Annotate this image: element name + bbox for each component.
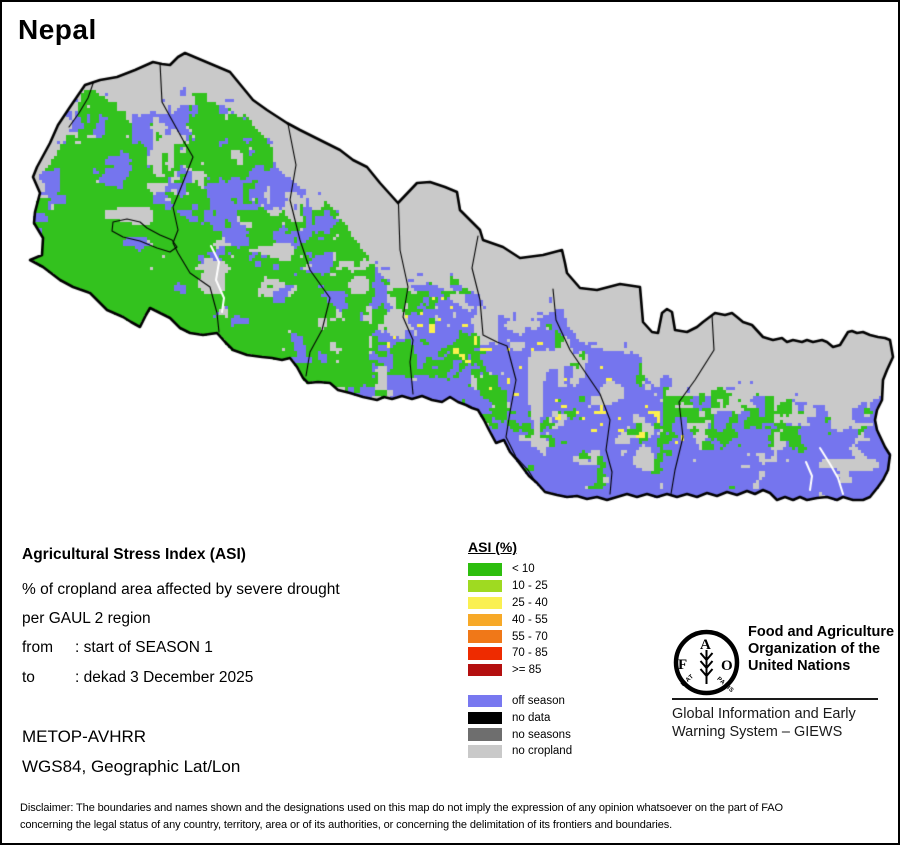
legend-row: >= 85 [468, 662, 572, 679]
from-label: from [22, 639, 53, 656]
legend-label: 25 - 40 [512, 596, 548, 609]
legend-label: 55 - 70 [512, 630, 548, 643]
legend-class-list: < 10 10 - 25 25 - 40 40 - 55 55 - 70 70 - 85 >… [468, 561, 572, 679]
wheat-ear-icon [699, 650, 714, 684]
legend-swatch [468, 596, 502, 610]
svg-text:A: A [700, 637, 711, 653]
legend-swatch [468, 694, 502, 708]
legend-row: 55 - 70 [468, 628, 572, 645]
legend-row: 10 - 25 [468, 578, 572, 595]
legend-row: < 10 [468, 561, 572, 578]
from-value: : start of SEASON 1 [75, 639, 213, 656]
legend-row: no data [468, 709, 572, 726]
legend-label: 10 - 25 [512, 580, 548, 593]
legend-title: ASI (%) [468, 539, 517, 555]
asi-legend: ASI (%) < 10 10 - 25 25 - 40 40 - 55 55 - 70… [468, 539, 572, 760]
legend-label: >= 85 [512, 664, 542, 677]
legend-label: 70 - 85 [512, 647, 548, 660]
svg-text:O: O [721, 658, 733, 674]
legend-swatch [468, 647, 502, 660]
legend-swatch [468, 630, 502, 643]
page-title: Nepal [18, 14, 97, 45]
legend-row: no cropland [468, 743, 572, 760]
to-value: : dekad 3 December 2025 [75, 669, 254, 686]
nepal-asi-map [0, 0, 900, 540]
legend-row: no seasons [468, 726, 572, 743]
legend-swatch [468, 579, 502, 593]
legend-row: off season [468, 693, 572, 710]
to-label: to [22, 669, 35, 686]
legend-label: 40 - 55 [512, 613, 548, 626]
svg-text:F: F [678, 657, 687, 673]
legend-label: no cropland [512, 745, 573, 758]
legend-label: off season [512, 694, 565, 707]
period-to-line: to : dekad 3 December 2025 [22, 669, 253, 687]
legend-swatch [468, 711, 502, 725]
legend-row: 25 - 40 [468, 595, 572, 612]
fao-divider-line [672, 698, 878, 700]
legend-label: < 10 [512, 563, 535, 576]
legend-extra-list: off season no data no seasons no cropland [468, 693, 572, 760]
fao-name-text: Food and Agriculture Organization of the… [748, 624, 895, 674]
map-description-line2: per GAUL 2 region [22, 610, 151, 627]
legend-swatch [468, 613, 502, 627]
disclaimer-text: Disclaimer: The boundaries and names sho… [20, 802, 783, 831]
legend-label: no data [512, 711, 551, 724]
period-from-line: from : start of SEASON 1 [22, 639, 213, 657]
giews-text: Global Information and Early Warning Sys… [672, 706, 856, 740]
legend-swatch [468, 563, 502, 576]
legend-label: no seasons [512, 728, 571, 741]
map-subtitle: Agricultural Stress Index (ASI) [22, 546, 246, 563]
legend-swatch [468, 745, 502, 758]
legend-row: 70 - 85 [468, 645, 572, 662]
legend-row: 40 - 55 [468, 611, 572, 628]
sensor-label: METOP-AVHRR [22, 727, 147, 746]
map-description-line1: % of cropland area affected by severe dr… [22, 581, 340, 598]
legend-swatch [468, 728, 502, 741]
projection-label: WGS84, Geographic Lat/Lon [22, 757, 241, 776]
fao-logo-icon: F A O FIAT PANIS [673, 629, 740, 696]
legend-swatch [468, 663, 502, 677]
